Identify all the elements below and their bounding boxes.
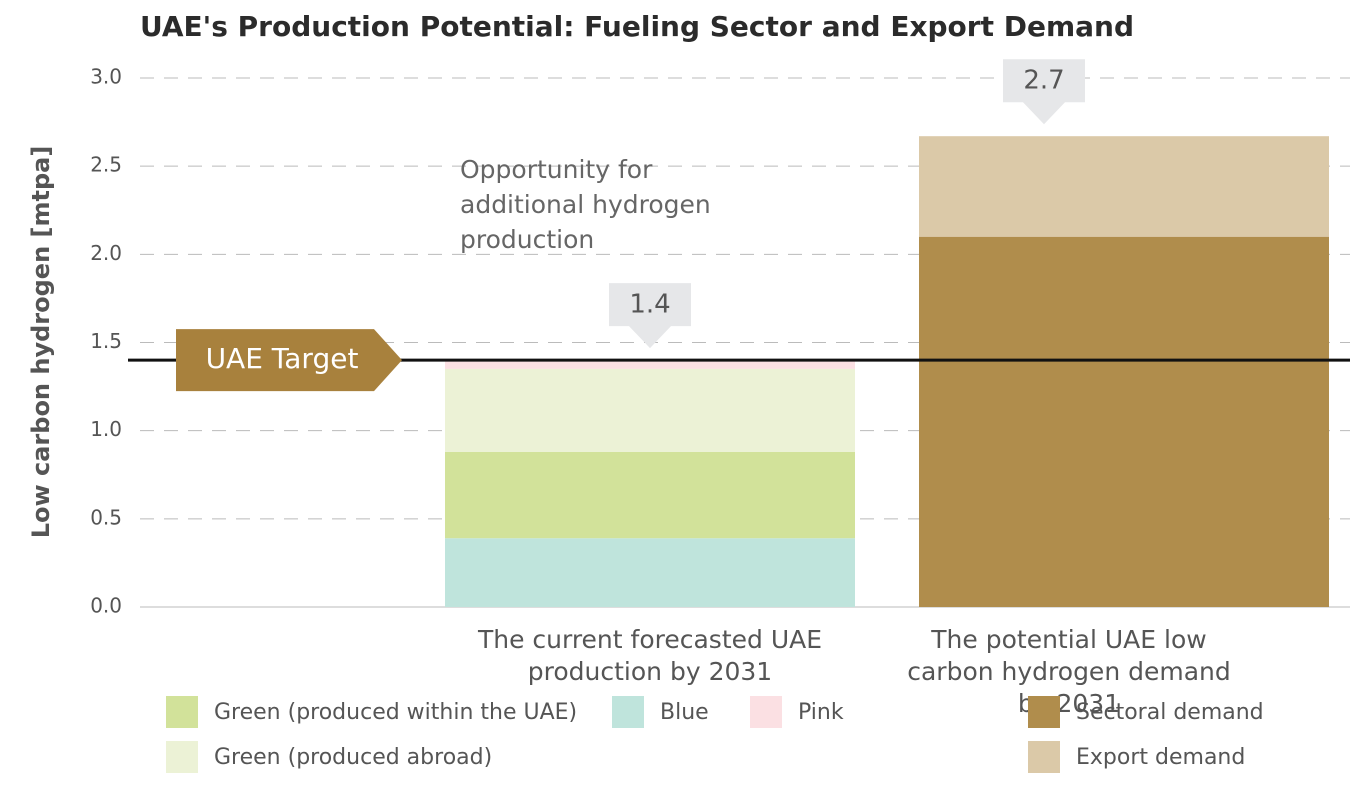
chart-title: UAE's Production Potential: Fueling Sect…: [140, 10, 1134, 43]
legend-label: Sectoral demand: [1076, 699, 1264, 725]
y-tick-label: 2.5: [90, 153, 122, 177]
legend-swatch: [1028, 741, 1060, 773]
legend-item: Blue: [612, 696, 709, 728]
legend-label: Export demand: [1076, 744, 1246, 770]
target-label: UAE Target: [206, 342, 359, 375]
bar-segment: [445, 360, 855, 369]
legend-swatch: [1028, 696, 1060, 728]
y-tick-label: 2.0: [90, 241, 122, 265]
total-label: 2.7: [1023, 66, 1064, 96]
y-tick-label: 0.5: [90, 505, 122, 529]
legend-item: Green (produced abroad): [166, 741, 492, 773]
y-tick-label: 1.0: [90, 417, 122, 441]
annotation: Opportunity for additional hydrogen prod…: [460, 155, 711, 254]
legend-item: Sectoral demand: [1028, 696, 1264, 728]
legend-label: Blue: [660, 699, 709, 725]
legend-swatch: [750, 696, 782, 728]
legend-swatch: [166, 741, 198, 773]
y-tick-label: 3.0: [90, 65, 122, 89]
bar-segment: [445, 538, 855, 607]
legend-label: Green (produced abroad): [214, 744, 493, 770]
callout: [1003, 59, 1085, 125]
bar-segment: [445, 451, 855, 539]
legend-item: Export demand: [1028, 741, 1245, 773]
y-axis-label: Low carbon hydrogen [mtpa]: [27, 146, 55, 539]
legend-label: Green (produced within the UAE): [214, 699, 578, 725]
x-tick-label: The current forecasted UAE production by…: [477, 625, 823, 686]
bar-segment: [919, 136, 1329, 237]
legend-label: Pink: [798, 699, 844, 725]
callout: [609, 283, 691, 349]
total-label: 1.4: [629, 290, 670, 320]
legend-item: Green (produced within the UAE): [166, 696, 577, 728]
y-tick-label: 1.5: [90, 329, 122, 353]
y-tick-label: 0.0: [90, 594, 122, 618]
legend-swatch: [612, 696, 644, 728]
legend-item: Pink: [750, 696, 844, 728]
target-tag: [176, 329, 402, 392]
bar-segment: [445, 368, 855, 452]
bar-segment: [919, 236, 1329, 607]
legend-swatch: [166, 696, 198, 728]
